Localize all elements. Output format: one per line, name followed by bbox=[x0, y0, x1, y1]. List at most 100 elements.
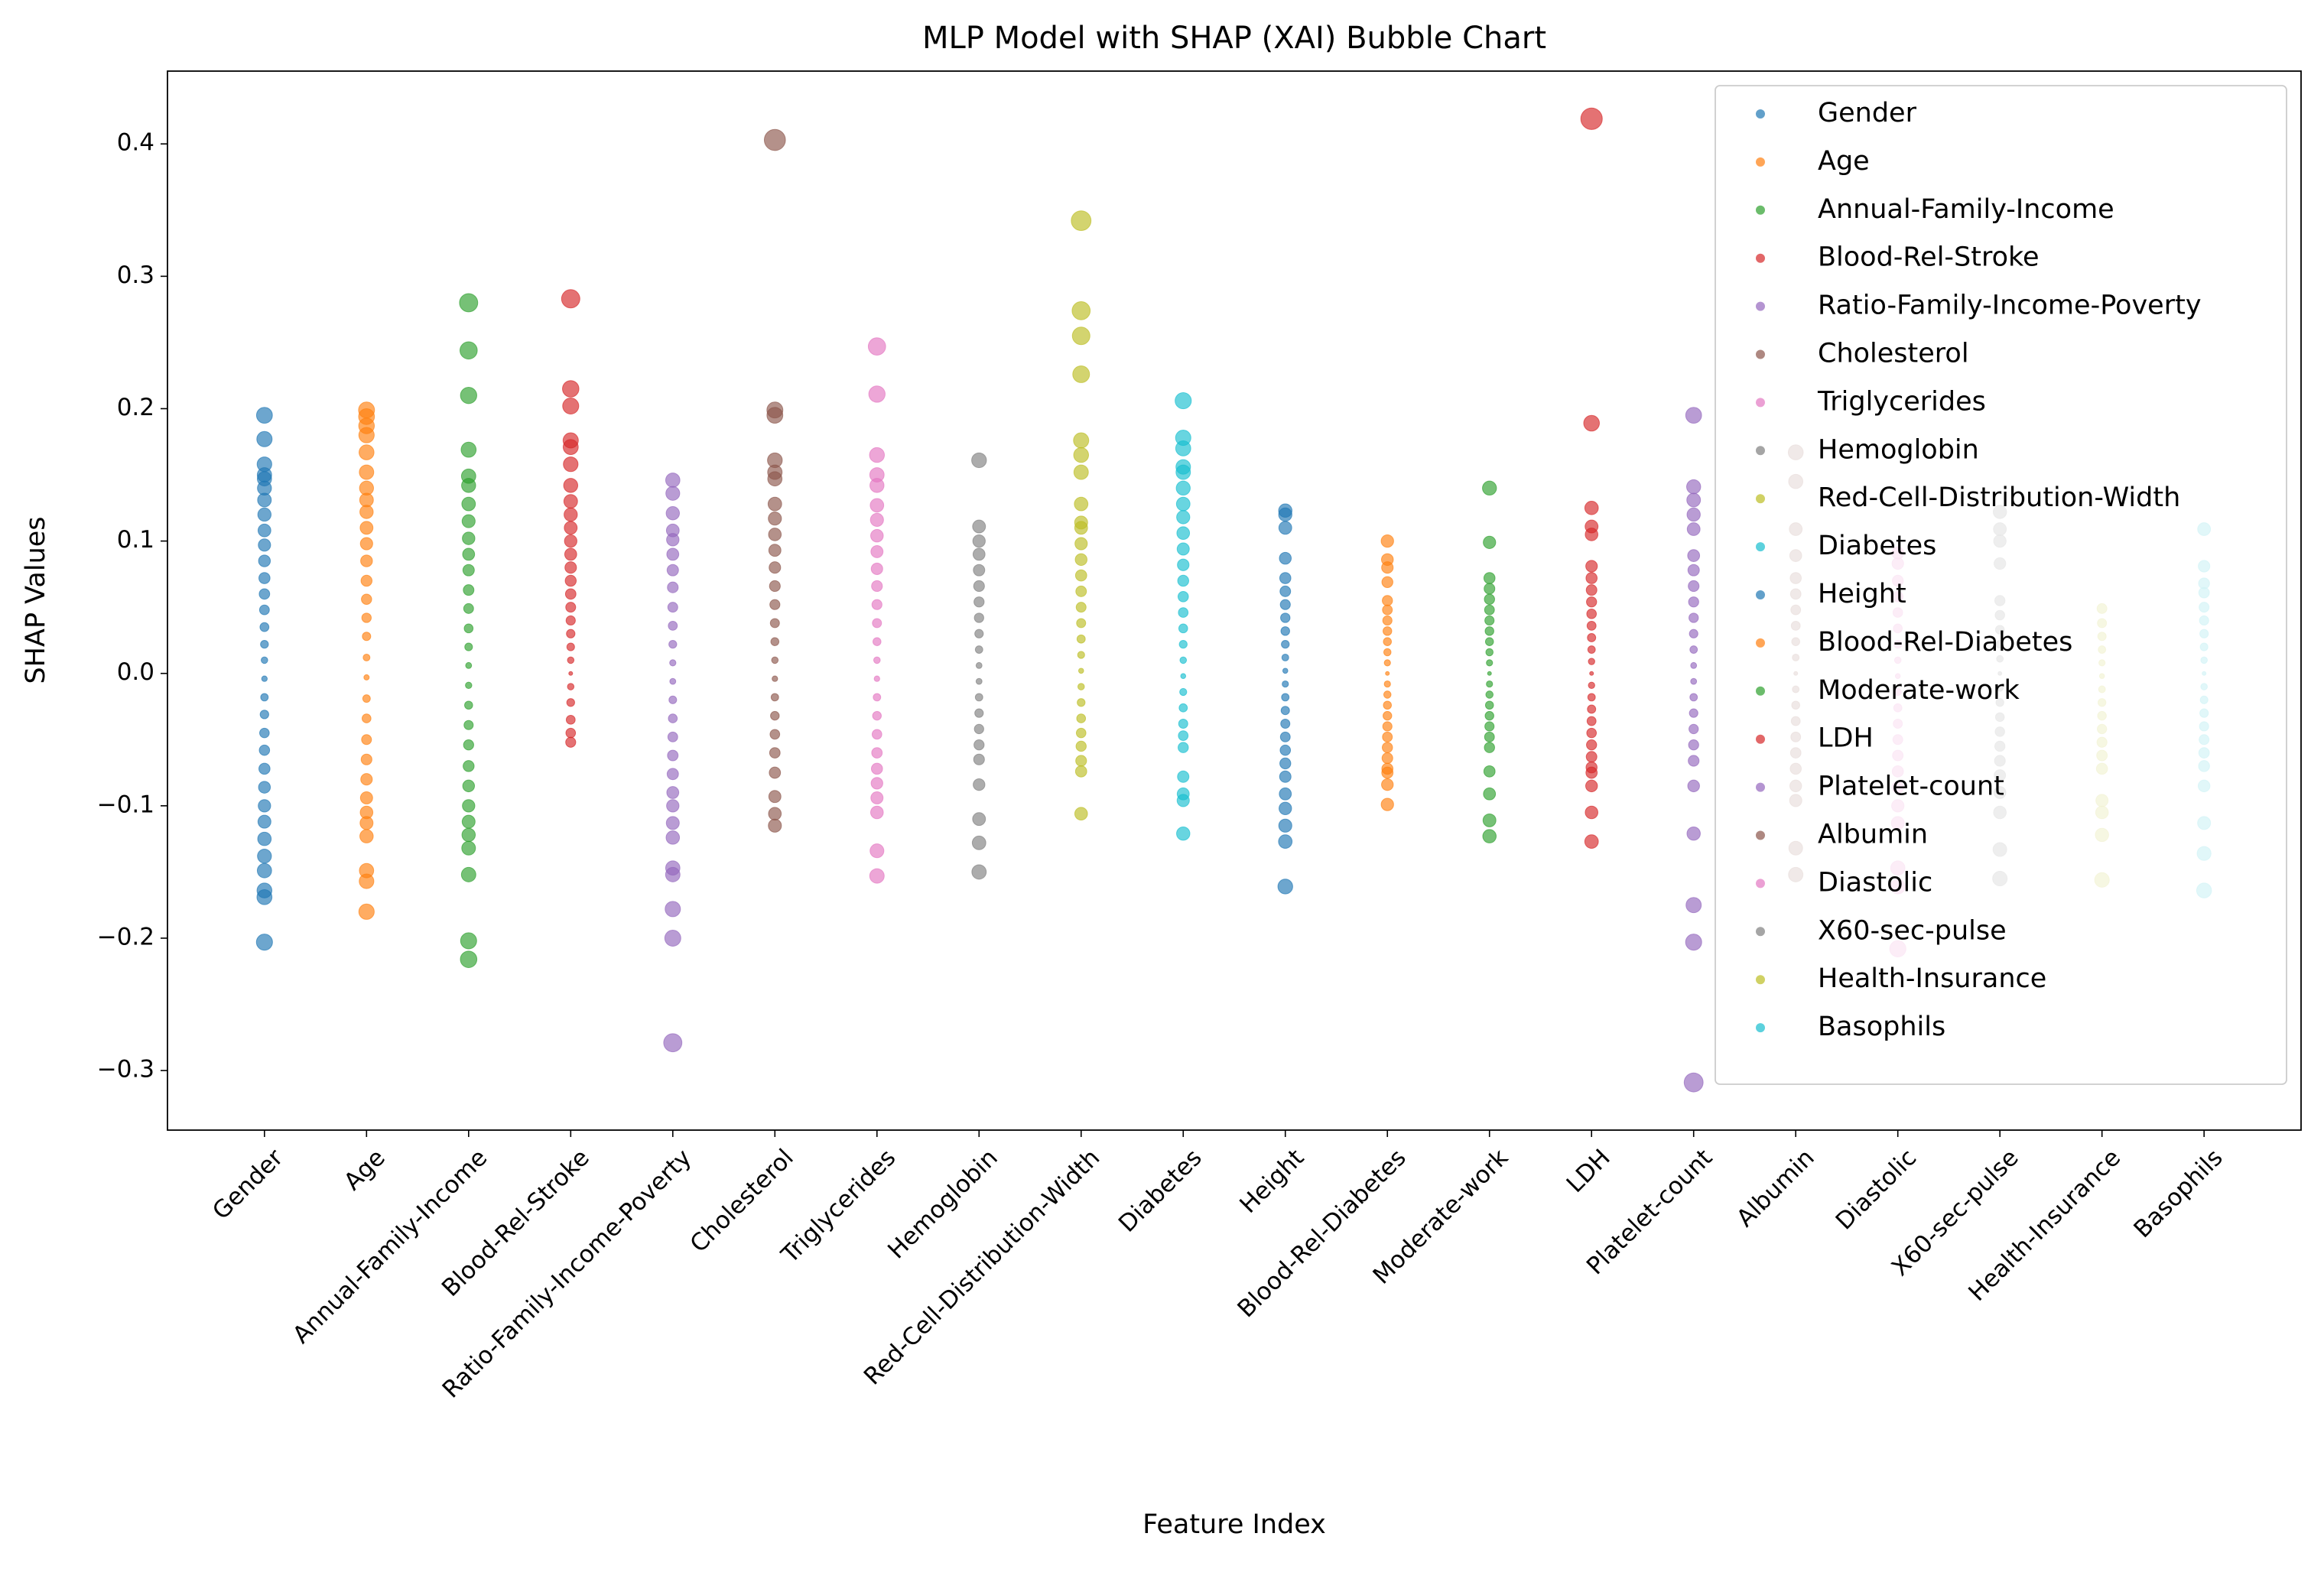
bubble bbox=[1383, 680, 1391, 688]
bubble bbox=[1483, 535, 1497, 549]
bubble bbox=[1688, 580, 1700, 593]
bubble bbox=[1382, 604, 1393, 616]
bubble bbox=[1176, 826, 1191, 841]
bubble bbox=[1380, 797, 1394, 811]
bubble bbox=[1176, 510, 1191, 525]
legend-label: Health-Insurance bbox=[1818, 963, 2046, 994]
bubble bbox=[1076, 713, 1087, 723]
bubble bbox=[1077, 668, 1084, 674]
bubble bbox=[465, 661, 473, 669]
y-tick-label: 0.0 bbox=[117, 658, 154, 686]
bubble bbox=[1176, 794, 1190, 807]
bubble bbox=[1686, 826, 1701, 841]
legend-marker bbox=[1756, 879, 1765, 888]
legend-label: Albumin bbox=[1818, 820, 1928, 850]
bubble bbox=[871, 729, 882, 740]
bubble bbox=[1482, 829, 1497, 843]
legend-marker bbox=[1756, 157, 1765, 167]
bubble bbox=[665, 506, 681, 521]
bubble bbox=[1485, 690, 1494, 699]
bubble bbox=[1279, 744, 1292, 756]
bubble bbox=[258, 781, 271, 794]
bubble bbox=[666, 799, 680, 813]
bubble bbox=[258, 554, 271, 567]
bubble bbox=[1484, 593, 1495, 606]
bubble bbox=[768, 790, 782, 804]
bubble bbox=[260, 693, 269, 702]
legend-label: Triglycerides bbox=[1817, 386, 1986, 417]
bubble bbox=[1484, 710, 1494, 721]
bubble bbox=[766, 407, 784, 424]
bubble bbox=[768, 807, 782, 821]
bubble bbox=[462, 779, 476, 793]
bubble bbox=[1177, 558, 1190, 571]
bubble bbox=[463, 603, 474, 614]
bubble bbox=[257, 831, 272, 846]
bubble bbox=[464, 700, 473, 710]
bubble bbox=[1587, 704, 1597, 714]
bubble bbox=[463, 584, 475, 596]
bubble bbox=[1685, 934, 1702, 951]
bubble bbox=[562, 380, 580, 398]
bubble bbox=[971, 864, 987, 880]
bubble bbox=[1687, 549, 1701, 562]
bubble bbox=[1075, 740, 1087, 752]
bubble bbox=[974, 708, 984, 718]
bubble bbox=[463, 720, 474, 730]
bubble bbox=[461, 840, 476, 856]
bubble bbox=[770, 637, 780, 646]
bubble bbox=[1075, 585, 1087, 597]
bubble bbox=[259, 727, 270, 739]
bubble bbox=[667, 602, 678, 613]
bubble bbox=[1587, 645, 1596, 654]
bubble bbox=[1585, 805, 1599, 820]
bubble bbox=[565, 602, 577, 613]
bubble bbox=[1073, 447, 1090, 463]
legend-marker bbox=[1756, 830, 1765, 840]
bubble bbox=[1074, 553, 1088, 567]
bubble bbox=[361, 593, 372, 606]
legend-marker bbox=[1756, 349, 1765, 359]
bubble bbox=[1074, 521, 1088, 535]
bubble bbox=[1279, 572, 1292, 584]
bubble bbox=[768, 818, 782, 833]
bubble bbox=[668, 620, 678, 631]
bubble bbox=[770, 693, 779, 702]
legend-marker bbox=[1756, 301, 1765, 311]
bubble bbox=[1690, 661, 1698, 669]
bubble bbox=[1382, 595, 1393, 606]
bubble bbox=[463, 760, 475, 772]
bubble bbox=[1381, 752, 1393, 765]
bubble bbox=[1076, 618, 1087, 629]
bubble bbox=[362, 713, 372, 723]
bubble bbox=[565, 736, 577, 748]
bubble bbox=[1075, 755, 1087, 767]
bubble bbox=[873, 656, 881, 664]
y-tick-label: 0.2 bbox=[117, 394, 154, 421]
legend-label: X60-sec-pulse bbox=[1818, 915, 2007, 946]
bubble bbox=[872, 637, 882, 646]
legend-label: Platelet-count bbox=[1818, 772, 2004, 802]
bubble bbox=[973, 596, 985, 608]
bubble bbox=[1280, 719, 1291, 729]
bubble bbox=[1176, 542, 1190, 556]
bubble bbox=[257, 492, 272, 508]
bubble bbox=[261, 656, 268, 664]
legend-marker bbox=[1756, 975, 1765, 985]
bubble bbox=[1277, 879, 1293, 895]
bubble bbox=[1178, 703, 1188, 713]
bubble bbox=[565, 714, 576, 725]
bubble bbox=[1690, 677, 1698, 685]
y-tick-label: 0.4 bbox=[117, 129, 154, 157]
bubble bbox=[667, 731, 678, 742]
bubble bbox=[973, 564, 986, 577]
bubble bbox=[872, 710, 882, 721]
legend-marker bbox=[1756, 1023, 1765, 1033]
bubble bbox=[1385, 671, 1390, 676]
bubble bbox=[973, 753, 985, 765]
bubble bbox=[769, 729, 781, 740]
bubble bbox=[564, 574, 577, 587]
y-tick-label: 0.3 bbox=[117, 262, 154, 289]
bubble bbox=[1381, 766, 1394, 779]
bubble bbox=[870, 762, 883, 775]
